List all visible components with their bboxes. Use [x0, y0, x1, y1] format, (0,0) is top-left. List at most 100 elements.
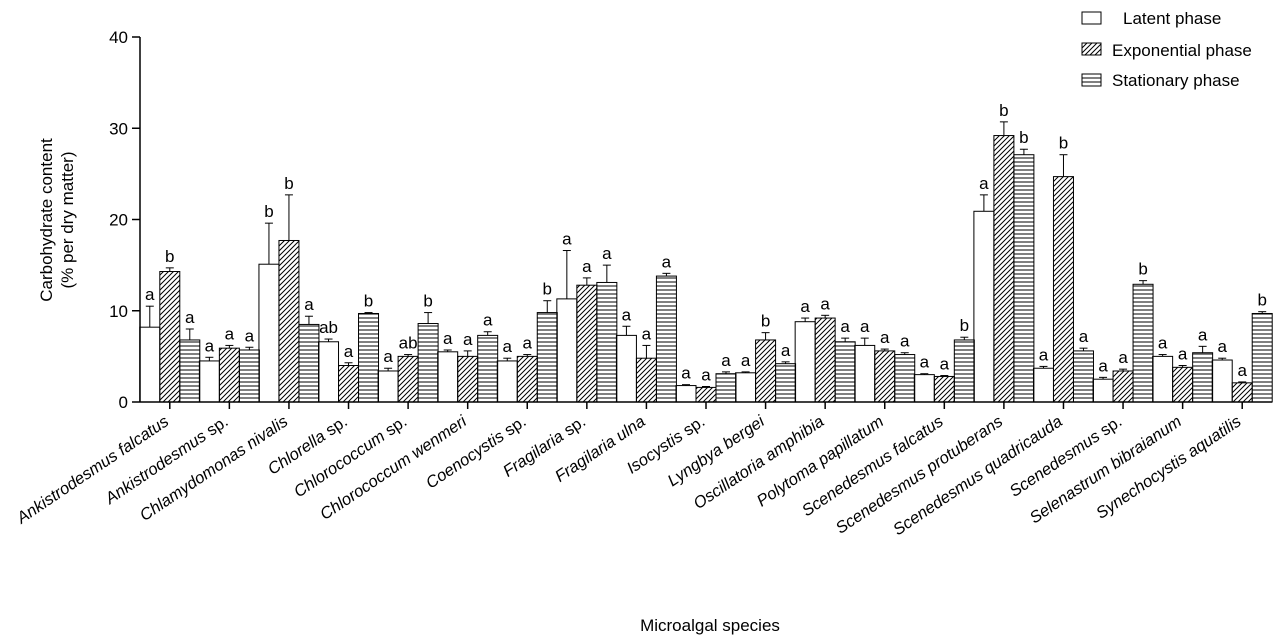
- legend-label-latent: Latent phase: [1123, 9, 1221, 28]
- bar-diagonal-14: [993, 135, 1015, 403]
- significance-letter-horizontal-15: a: [1079, 327, 1089, 346]
- significance-letter-open-12: a: [860, 317, 870, 336]
- y-tick-label-40: 40: [109, 28, 128, 47]
- significance-letter-diagonal-1: a: [225, 324, 235, 343]
- bar-horizontal-18: [1251, 312, 1273, 403]
- bar-open-4: [377, 370, 399, 403]
- significance-letter-diagonal-16: a: [1118, 348, 1128, 367]
- significance-letter-horizontal-3: b: [364, 292, 373, 311]
- bar-diagonal-1: [218, 347, 240, 403]
- bar-horizontal-12: [894, 354, 916, 403]
- significance-letter-open-9: a: [681, 364, 691, 383]
- y-axis-title-line2: (% per dry matter): [58, 152, 77, 289]
- significance-letter-diagonal-3: a: [344, 342, 354, 361]
- significance-letter-horizontal-4: b: [423, 292, 432, 311]
- bar-diagonal-4: [397, 355, 419, 403]
- significance-letter-open-17: a: [1158, 334, 1168, 353]
- significance-letter-diagonal-17: a: [1178, 345, 1188, 364]
- significance-letter-open-14: a: [979, 174, 989, 193]
- y-tick-label-20: 20: [109, 211, 128, 230]
- significance-letter-open-11: a: [800, 297, 810, 316]
- significance-letter-open-1: a: [205, 336, 215, 355]
- significance-letter-horizontal-9: a: [721, 351, 731, 370]
- significance-letter-open-2: b: [264, 202, 273, 221]
- bar-horizontal-7: [596, 281, 618, 403]
- bar-horizontal-0: [179, 339, 201, 403]
- significance-letter-open-18: a: [1217, 337, 1227, 356]
- significance-letter-horizontal-8: a: [662, 252, 672, 271]
- bar-open-5: [437, 351, 459, 403]
- y-tick-label-10: 10: [109, 302, 128, 321]
- significance-letter-open-10: a: [741, 351, 751, 370]
- bar-horizontal-11: [834, 341, 856, 403]
- significance-letter-horizontal-11: a: [840, 317, 850, 336]
- significance-letter-horizontal-0: a: [185, 308, 195, 327]
- y-tick-label-30: 30: [109, 119, 128, 138]
- significance-letter-diagonal-8: a: [642, 324, 652, 343]
- bar-open-8: [615, 334, 637, 403]
- significance-letter-horizontal-7: a: [602, 244, 612, 263]
- significance-letter-diagonal-0: b: [165, 247, 174, 266]
- bar-open-15: [1032, 367, 1054, 403]
- bar-horizontal-10: [775, 363, 797, 403]
- legend-swatch-latent: [1081, 11, 1102, 25]
- bar-open-7: [556, 298, 578, 403]
- significance-letter-horizontal-17: a: [1198, 325, 1208, 344]
- bar-horizontal-4: [417, 323, 439, 403]
- bar-open-13: [913, 374, 935, 403]
- bar-diagonal-0: [159, 271, 181, 403]
- significance-letter-diagonal-13: a: [940, 355, 950, 374]
- significance-letter-horizontal-16: b: [1138, 260, 1147, 279]
- y-axis-title-line1: Carbohydrate content: [37, 138, 56, 302]
- significance-letter-horizontal-12: a: [900, 332, 910, 351]
- bar-horizontal-14: [1013, 154, 1035, 403]
- significance-letter-diagonal-18: a: [1237, 361, 1247, 380]
- significance-letter-open-4: a: [383, 347, 393, 366]
- bar-open-6: [496, 360, 518, 403]
- bar-open-18: [1211, 359, 1233, 403]
- bar-open-10: [735, 372, 757, 403]
- significance-letter-open-5: a: [443, 329, 453, 348]
- bar-diagonal-10: [755, 339, 777, 403]
- error-bars-layer: [145, 121, 1267, 388]
- significance-letter-horizontal-10: a: [781, 341, 791, 360]
- significance-letter-diagonal-10: b: [761, 312, 770, 331]
- legend-swatch-exponential: [1081, 42, 1102, 56]
- significance-letter-open-7: a: [562, 230, 572, 249]
- bar-horizontal-17: [1192, 352, 1214, 403]
- bar-diagonal-9: [695, 386, 717, 403]
- bar-open-12: [854, 344, 876, 403]
- bar-diagonal-5: [457, 355, 479, 403]
- bar-diagonal-18: [1231, 382, 1253, 403]
- bar-diagonal-15: [1052, 176, 1074, 403]
- bar-horizontal-6: [536, 312, 558, 403]
- bar-open-16: [1092, 378, 1114, 403]
- significance-letter-diagonal-12: a: [880, 328, 890, 347]
- bar-horizontal-1: [238, 349, 260, 403]
- significance-letter-diagonal-7: a: [582, 257, 592, 276]
- legend-swatch-stationary: [1081, 73, 1102, 87]
- bar-diagonal-8: [635, 357, 657, 403]
- x-axis-title: Microalgal species: [640, 616, 780, 635]
- significance-letter-horizontal-14: b: [1019, 128, 1028, 147]
- bar-horizontal-9: [715, 373, 737, 403]
- bar-open-14: [973, 210, 995, 403]
- bar-diagonal-3: [338, 365, 360, 403]
- y-tick-label-0: 0: [119, 393, 128, 412]
- bar-open-1: [198, 360, 220, 403]
- significance-letter-diagonal-4: ab: [399, 334, 418, 353]
- bar-open-11: [794, 321, 816, 403]
- significance-letter-horizontal-2: a: [304, 295, 314, 314]
- bar-diagonal-17: [1172, 366, 1194, 403]
- bar-horizontal-16: [1132, 283, 1154, 403]
- significance-letter-diagonal-6: a: [523, 334, 533, 353]
- significance-letter-horizontal-6: b: [543, 280, 552, 299]
- y-axis-title: Carbohydrate content (% per dry matter): [37, 138, 77, 302]
- bar-diagonal-12: [874, 350, 896, 403]
- significance-letter-open-15: a: [1039, 345, 1049, 364]
- bar-open-2: [258, 263, 280, 403]
- bar-horizontal-3: [358, 312, 380, 403]
